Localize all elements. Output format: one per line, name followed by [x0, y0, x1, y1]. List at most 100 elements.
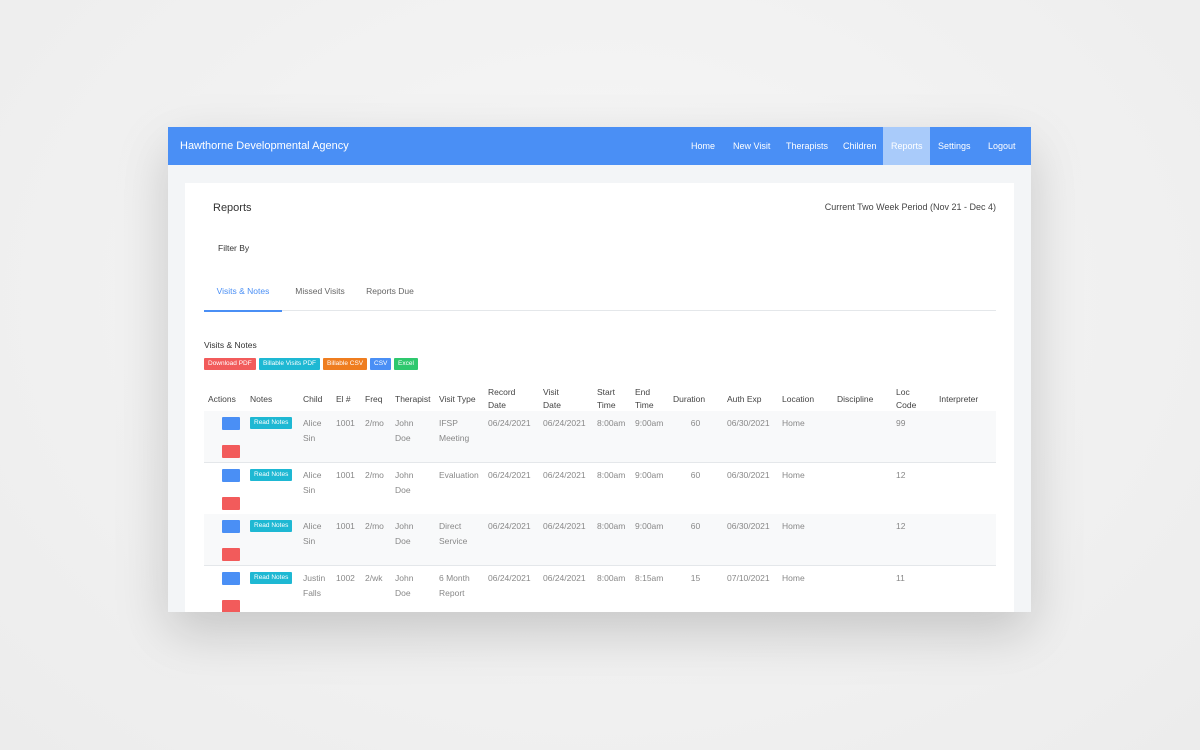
cell-start-time: 8:00am — [597, 418, 626, 428]
cell-duration: 60 — [690, 469, 701, 480]
export-button[interactable]: CSV — [370, 358, 392, 370]
cell-visit-date: 06/24/2021 — [543, 469, 586, 480]
cell-visit-date: 06/24/2021 — [543, 572, 586, 583]
cell-child: Justin Falls — [303, 572, 326, 598]
cell-record-date: 06/24/2021 — [488, 521, 531, 531]
read-notes-button[interactable]: Read Notes — [250, 468, 293, 481]
cell-el: 1001 — [336, 418, 355, 428]
column-header: Interpreter — [939, 393, 979, 404]
column-header: Auth Exp — [727, 393, 762, 404]
column-header: Visit Date — [543, 387, 561, 410]
cell-location: Home — [782, 469, 805, 480]
table-row — [204, 411, 996, 463]
cell-start-time: 8:00am — [597, 469, 626, 480]
cell-freq: 2/mo — [365, 418, 384, 428]
column-header: Discipline — [837, 393, 874, 404]
tab[interactable]: Reports Due — [366, 286, 414, 296]
cell-duration: 60 — [690, 418, 701, 428]
column-header: Loc Code — [896, 387, 917, 410]
column-header: Location — [782, 393, 815, 404]
cell-visit-type: Direct Service — [439, 521, 468, 546]
cell-loc-code: 99 — [896, 418, 906, 428]
cell-loc-code: 11 — [896, 572, 905, 583]
cell-el: 1001 — [336, 469, 355, 480]
cell-auth-exp: 06/30/2021 — [727, 469, 770, 480]
delete-button[interactable] — [222, 599, 240, 612]
column-header: Visit Type — [439, 393, 476, 404]
cell-start-time: 8:00am — [597, 572, 626, 583]
cell-end-time: 9:00am — [635, 521, 664, 531]
cell-el: 1002 — [336, 572, 355, 583]
cell-record-date: 06/24/2021 — [488, 418, 531, 428]
cell-freq: 2/mo — [365, 469, 384, 480]
cell-freq: 2/mo — [365, 521, 384, 531]
delete-button[interactable] — [222, 496, 240, 510]
cell-visit-type: Evaluation — [439, 469, 479, 480]
cell-auth-exp: 06/30/2021 — [727, 521, 770, 531]
cell-start-time: 8:00am — [597, 521, 626, 531]
cell-child: Alice Sin — [303, 418, 322, 443]
column-header: El # — [336, 393, 351, 404]
cell-end-time: 9:00am — [635, 418, 664, 428]
cell-location: Home — [782, 572, 805, 583]
tab[interactable]: Missed Visits — [295, 286, 345, 296]
cell-el: 1001 — [336, 521, 355, 531]
section-title: Visits & Notes — [204, 340, 257, 350]
cell-end-time: 9:00am — [635, 469, 664, 480]
nav-item[interactable]: Settings — [938, 141, 971, 151]
column-header: End Time — [635, 387, 654, 410]
export-button[interactable]: Billable CSV — [323, 358, 368, 370]
nav-item[interactable]: Children — [843, 141, 877, 151]
edit-button[interactable] — [222, 571, 240, 585]
nav-item[interactable]: Home — [691, 141, 716, 151]
cell-duration: 60 — [690, 521, 701, 531]
card: Reports Current Two Week Period (Nov 21 … — [185, 183, 1014, 612]
read-notes-button[interactable]: Read Notes — [250, 571, 293, 584]
cell-auth-exp: 07/10/2021 — [727, 572, 770, 583]
page-title: Reports — [213, 202, 252, 214]
column-header: Record Date — [488, 387, 516, 410]
edit-button[interactable] — [222, 520, 240, 533]
cell-loc-code: 12 — [896, 469, 906, 480]
read-notes-button[interactable]: Read Notes — [250, 417, 293, 429]
cell-visit-date: 06/24/2021 — [543, 521, 586, 531]
delete-button[interactable] — [222, 445, 240, 458]
cell-visit-type: IFSP Meeting — [439, 418, 470, 443]
cell-therapist: John Doe — [395, 418, 414, 443]
cell-auth-exp: 06/30/2021 — [727, 418, 770, 428]
delete-button[interactable] — [222, 548, 240, 561]
table-row — [204, 565, 996, 612]
export-button[interactable]: Billable Visits PDF — [259, 358, 320, 370]
cell-record-date: 06/24/2021 — [488, 572, 531, 583]
export-button[interactable]: Excel — [394, 358, 418, 370]
nav-item[interactable]: Therapists — [786, 141, 829, 151]
column-header: Actions — [208, 393, 236, 404]
navbar: Hawthorne Developmental Agency Home New V… — [168, 127, 1031, 165]
column-header: Start Time — [597, 387, 616, 410]
cell-record-date: 06/24/2021 — [488, 469, 531, 480]
edit-button[interactable] — [222, 417, 240, 430]
tab[interactable]: Visits & Notes — [204, 286, 282, 312]
column-header: Freq — [365, 393, 383, 404]
export-button[interactable]: Download PDF — [204, 358, 256, 370]
filter-label[interactable]: Filter By — [218, 243, 250, 253]
column-header: Notes — [250, 393, 273, 404]
cell-duration: 15 — [690, 572, 701, 583]
nav-item[interactable]: Logout — [988, 141, 1016, 151]
cell-child: Alice Sin — [303, 521, 322, 546]
period: Current Two Week Period (Nov 21 - Dec 4) — [824, 202, 996, 212]
cell-therapist: John Doe — [395, 521, 414, 546]
cell-therapist: John Doe — [395, 572, 414, 598]
column-header: Child — [303, 393, 323, 404]
column-header: Therapist — [395, 393, 431, 404]
cell-loc-code: 12 — [896, 521, 906, 531]
nav-item[interactable]: New Visit — [733, 141, 771, 151]
app-window: Hawthorne Developmental Agency Home New V… — [168, 127, 1031, 612]
table-row — [204, 462, 996, 515]
read-notes-button[interactable]: Read Notes — [250, 520, 293, 532]
edit-button[interactable] — [222, 468, 240, 482]
nav-item[interactable]: Reports — [883, 127, 930, 165]
cell-location: Home — [782, 418, 805, 428]
brand[interactable]: Hawthorne Developmental Agency — [180, 140, 349, 152]
